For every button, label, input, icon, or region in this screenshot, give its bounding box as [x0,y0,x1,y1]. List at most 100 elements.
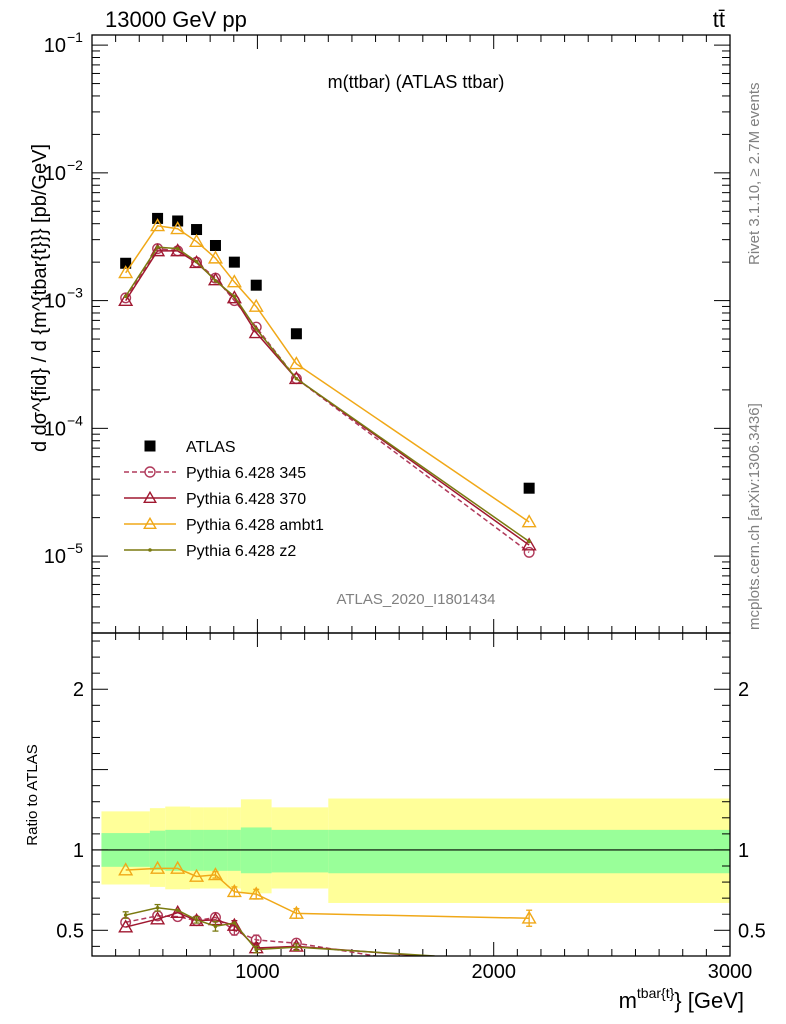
y-tick-label: 10 [44,546,66,568]
x-tick-label: 1000 [235,961,280,983]
ratio-point [521,910,537,924]
main-y-axis-label: d dσ^{fid} / d {m^{tbar{t}}} [pb/GeV] [29,144,51,452]
data-point [288,370,304,385]
y-tick-exponent: −2 [67,157,83,173]
data-point [213,278,218,283]
data-point [521,537,537,551]
data-point [209,239,221,251]
x-tick-label: 2000 [471,961,516,983]
panel-frame [91,632,731,957]
y-tick-label: 10 [44,418,66,440]
y-tick-label-right: 0.5 [738,920,766,942]
y-tick-label: 10 [44,35,66,57]
mcplots-label: mcplots.cern.ch [arXiv:1306.3436] [746,403,763,630]
data-point [226,274,242,288]
y-tick-exponent: −5 [67,540,83,556]
data-point [527,539,531,544]
x-axis-label: mtbar{t}} [GeV] [619,985,744,1013]
data-point [523,546,535,558]
data-point [226,290,242,304]
ratio-point [189,868,205,882]
uncertainty-band-inner [328,829,730,874]
ratio-y-axis-label: Ratio to ATLAS [24,744,41,845]
y-tick-label-left: 0.5 [56,920,84,942]
y-tick-label: 10 [44,291,66,313]
data-point [189,254,205,269]
main-title: m(ttbar) (ATLAS ttbar) [328,72,505,92]
ratio-point [288,905,304,919]
data-point [191,224,203,236]
legend-marker [143,516,157,530]
series-pythia-6-428-ambt1 [118,218,537,528]
ratio-point [155,905,160,910]
ratio-point [226,917,242,931]
ratio-point [150,860,166,874]
y-tick-exponent: −1 [67,29,83,45]
legend-marker [148,548,152,552]
data-point [155,245,160,249]
ratio-point [232,921,237,925]
data-point [150,218,166,232]
ratio-point [254,947,259,952]
data-point [194,259,199,264]
y-tick-exponent: −4 [67,412,83,428]
data-point [120,257,132,269]
legend-marker [144,440,156,452]
y-tick-label: 10 [44,163,66,185]
data-point [175,246,180,251]
legend-marker [144,466,156,478]
ratio-point [226,883,242,898]
x-tick-label: 3000 [708,961,753,983]
header-right: tt̄ [713,7,725,32]
ratio-point [118,862,134,876]
ratio-panel [92,798,730,903]
data-point [207,272,223,286]
legend-label: Pythia 6.428 370 [186,491,306,508]
data-point [189,233,205,247]
legend-entry: Pythia 6.428 370 [124,490,306,508]
ratio-point [170,860,186,874]
data-point [294,376,299,381]
legend-entry: Pythia 6.428 z2 [124,543,296,560]
legend: ATLAS Pythia 6.428 345 Pythia 6.428 370 Pyt… [124,439,324,560]
y-tick-label-right: 2 [738,679,749,701]
series-line [125,225,530,523]
ratio-point [194,918,199,922]
data-point [248,298,264,312]
legend-label: Pythia 6.428 345 [186,465,306,482]
legend-label: Pythia 6.428 ambt1 [186,517,324,534]
data-point [254,327,259,331]
legend-label: ATLAS [186,439,236,456]
legend-entry: Pythia 6.428 345 [124,465,306,482]
uncertainty-band-inner [271,829,329,873]
ratio-line [125,911,423,956]
series-pythia-6-428-370 [118,243,537,551]
data-point [118,292,134,307]
data-point [170,221,186,235]
y-tick-label-left: 1 [73,840,84,862]
ratio-point [123,913,128,917]
data-point [172,215,184,227]
ratio-line [125,915,376,956]
rivet-label: Rivet 3.1.10, ≥ 2.7M events [746,83,763,266]
data-point [288,356,304,370]
data-point [207,250,223,264]
data-point [523,482,535,494]
data-point [150,243,166,257]
header-left: 13000 GeV pp [105,7,247,32]
ratio-series-pythia-6-428-z2 [122,903,435,956]
y-tick-label-left: 2 [73,679,84,701]
y-tick-exponent: −3 [67,285,83,301]
series-pythia-6-428-z2 [123,245,531,544]
ratio-point [118,919,134,933]
ratio-point [294,945,299,949]
ratio-point [288,938,304,952]
data-point [250,279,262,291]
data-point [118,265,134,279]
legend-entry: ATLAS [144,439,236,456]
data-point [290,328,302,340]
ratio-point [189,912,205,927]
ratio-point [175,908,180,913]
data-point [123,294,128,299]
